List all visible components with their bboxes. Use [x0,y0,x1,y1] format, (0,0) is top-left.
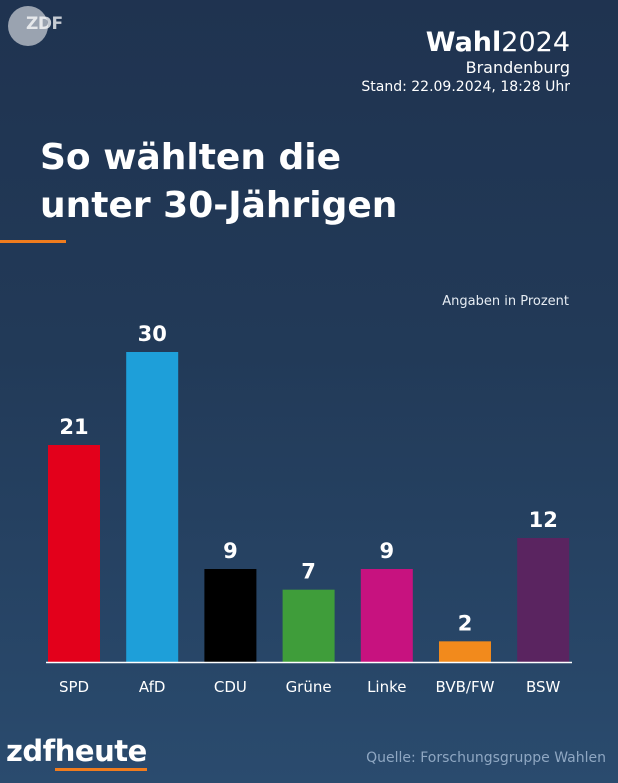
bar-spd [48,445,100,662]
value-label: 7 [301,560,316,584]
category-label: Grüne [286,678,332,696]
election-header: Wahl2024 Brandenburg Stand: 22.09.2024, … [361,28,570,96]
value-label: 12 [529,508,558,532]
election-timestamp: Stand: 22.09.2024, 18:28 Uhr [361,79,570,95]
election-region: Brandenburg [465,58,570,77]
value-label: 21 [59,415,88,439]
bar-gr-ne [282,589,335,662]
bar-bsw [517,538,570,662]
value-label: 30 [138,322,167,346]
category-label: Linke [367,678,406,696]
title-accent-line [0,240,66,243]
unit-note: Angaben in Prozent [442,294,569,309]
category-label: BSW [526,678,561,696]
bar-bvb-fw [439,641,491,662]
bar-afd [126,352,179,662]
source-note: Quelle: Forschungsgruppe Wahlen [366,750,606,766]
value-label: 9 [379,539,394,563]
bar-linke [360,569,413,662]
chart-title-line-1: So wählten die [40,137,342,178]
zdfheute-logo-zdf: zdf [6,734,55,768]
zdf-logo-text: ZDF [26,14,63,34]
election-title-word: Wahl [425,27,502,58]
election-year: 2024 [501,27,570,58]
value-label: 9 [223,539,238,563]
chart-title: So wählten die unter 30-Jährigen [40,134,397,230]
value-label: 2 [458,611,473,635]
election-title: Wahl2024 [361,28,570,58]
zdfheute-logo: zdfheute [6,734,147,771]
category-label: BVB/FW [436,678,495,696]
chart-title-line-2: unter 30-Jährigen [40,185,398,226]
zdf-logo-circle [8,6,48,46]
category-label: SPD [59,678,89,696]
category-label: CDU [214,678,247,696]
category-label: AfD [139,678,166,696]
bar-cdu [204,569,257,662]
zdfheute-logo-heute: heute [54,734,147,771]
